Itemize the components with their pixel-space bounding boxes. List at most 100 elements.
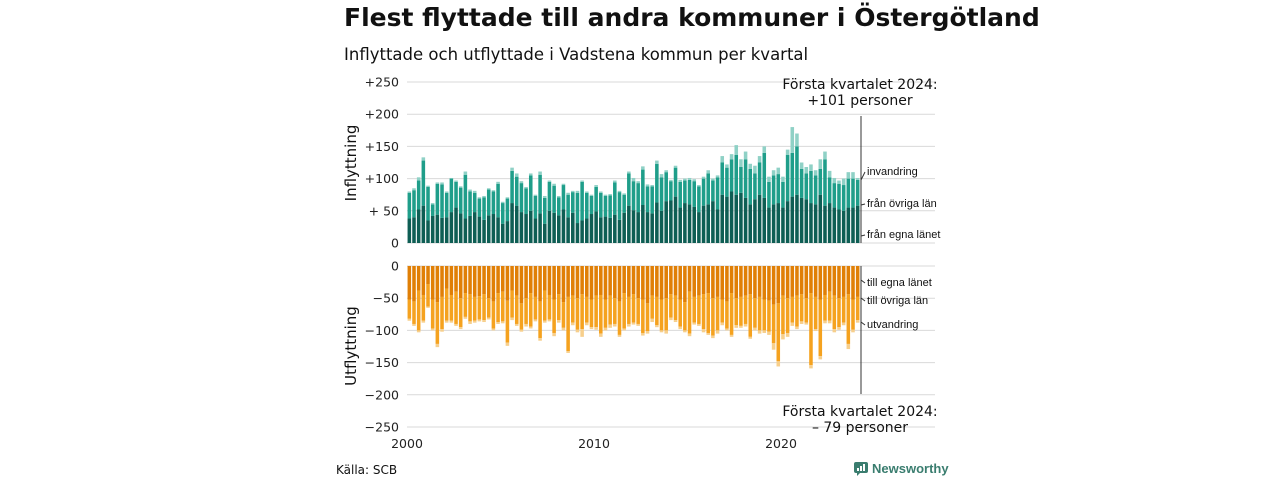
bar-out-1	[818, 299, 823, 357]
bar-out-2	[566, 351, 570, 353]
bar-out-0	[739, 266, 743, 297]
label-leader	[860, 234, 866, 237]
bar-out-1	[823, 294, 827, 321]
bar-in-0	[837, 209, 841, 243]
bar-out-2	[524, 323, 528, 327]
bar-in-1	[617, 192, 622, 220]
bar-out-1	[706, 293, 710, 333]
bar-out-1	[482, 294, 486, 321]
bar-out-0	[477, 266, 482, 297]
bar-in-2	[622, 193, 626, 195]
bar-in-0	[781, 207, 785, 243]
bar-out-0	[552, 266, 556, 300]
bar-in-2	[412, 188, 416, 191]
bar-in-1	[809, 170, 813, 204]
bar-out-0	[697, 266, 701, 296]
bar-in-2	[585, 191, 589, 193]
bar-out-1	[655, 296, 659, 326]
bar-in-0	[463, 218, 468, 243]
bar-in-1	[855, 179, 860, 206]
bar-out-1	[645, 303, 650, 332]
bar-in-0	[421, 205, 426, 243]
bar-out-1	[650, 295, 654, 319]
bar-out-0	[762, 266, 767, 300]
bar-out-2	[767, 331, 771, 335]
bar-out-2	[739, 325, 743, 328]
bar-out-1	[799, 294, 804, 322]
bar-out-0	[538, 266, 542, 302]
bar-out-1	[435, 302, 440, 344]
bar-out-1	[416, 290, 421, 331]
bar-in-0	[575, 223, 580, 243]
bar-in-1	[552, 185, 556, 213]
bar-in-1	[641, 169, 645, 205]
bar-in-1	[669, 181, 673, 201]
bar-in-1	[440, 184, 444, 218]
bar-out-2	[818, 356, 823, 360]
bar-out-2	[589, 327, 594, 330]
bar-in-1	[837, 183, 841, 210]
bar-in-0	[785, 201, 790, 243]
bar-in-1	[496, 183, 500, 218]
bar-out-2	[715, 330, 720, 334]
bar-in-0	[458, 213, 463, 243]
bar-out-0	[650, 266, 654, 296]
bar-out-2	[510, 317, 514, 321]
bar-out-1	[767, 300, 771, 332]
bar-out-0	[636, 266, 640, 299]
bar-in-1	[799, 168, 804, 198]
bar-out-2	[776, 361, 781, 367]
bar-in-1	[426, 186, 430, 221]
bar-out-0	[706, 266, 710, 294]
bar-out-2	[781, 334, 785, 340]
bar-out-0	[664, 266, 668, 299]
bar-in-1	[500, 203, 505, 224]
bar-in-2	[449, 177, 454, 179]
bar-in-0	[655, 202, 659, 243]
bar-in-1	[608, 195, 612, 218]
bar-out-0	[528, 266, 533, 294]
bar-in-0	[641, 205, 645, 243]
bar-in-2	[725, 164, 729, 168]
chart-subtitle: Inflyttade och utflyttade i Vadstena kom…	[344, 45, 809, 64]
bar-out-1	[781, 295, 785, 335]
brand-name: Newsworthy	[872, 461, 949, 476]
bar-out-1	[795, 295, 799, 327]
bar-in-0	[566, 217, 570, 243]
bar-in-1	[748, 168, 753, 205]
bar-out-0	[687, 266, 692, 292]
bar-in-2	[711, 178, 715, 181]
label-leader	[860, 279, 866, 284]
bar-out-2	[832, 329, 837, 333]
bar-out-1	[454, 291, 458, 324]
bar-in-1	[571, 192, 575, 213]
bar-out-0	[472, 266, 477, 297]
bar-in-2	[669, 179, 673, 182]
bar-in-2	[500, 201, 505, 204]
bar-in-1	[753, 173, 757, 200]
bar-out-2	[542, 320, 547, 323]
bar-in-0	[589, 214, 594, 243]
bar-out-0	[463, 266, 468, 294]
bar-out-0	[542, 266, 547, 291]
bar-in-1	[813, 175, 818, 205]
bar-in-2	[486, 188, 491, 190]
bar-in-1	[711, 180, 715, 202]
bar-out-1	[500, 291, 505, 322]
bar-out-0	[790, 266, 795, 297]
bar-in-2	[463, 171, 468, 175]
bar-out-1	[813, 296, 818, 330]
bar-in-0	[426, 220, 430, 243]
bar-in-1	[580, 181, 584, 221]
bar-out-1	[827, 291, 832, 321]
bar-in-1	[566, 194, 570, 218]
bar-in-0	[631, 210, 636, 243]
bar-out-2	[678, 326, 682, 330]
bar-in-1	[851, 178, 855, 208]
bar-in-0	[851, 207, 855, 243]
bar-out-2	[599, 333, 603, 337]
bar-out-1	[846, 294, 851, 344]
bar-in-1	[697, 186, 701, 213]
bar-in-1	[627, 173, 631, 206]
bar-out-0	[776, 266, 781, 304]
